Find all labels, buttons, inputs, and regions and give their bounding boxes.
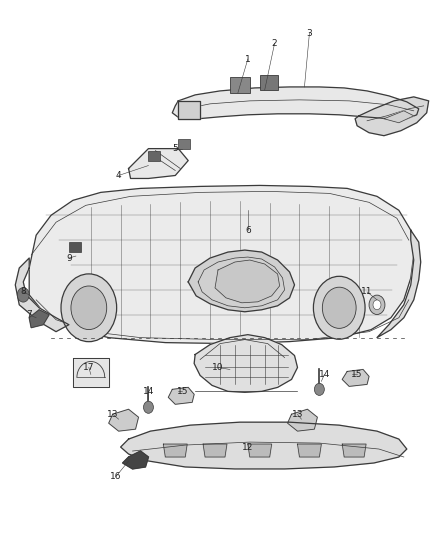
Text: 17: 17 (83, 363, 95, 372)
Circle shape (144, 401, 153, 413)
Bar (260, 75, 278, 90)
Text: 7: 7 (26, 310, 32, 319)
Circle shape (61, 274, 117, 342)
Polygon shape (120, 422, 407, 469)
Bar (148, 151, 160, 160)
Text: 1: 1 (245, 54, 251, 63)
Polygon shape (129, 149, 188, 179)
Polygon shape (342, 369, 369, 386)
Circle shape (314, 276, 365, 340)
Polygon shape (15, 258, 69, 332)
Text: 5: 5 (173, 144, 178, 153)
Polygon shape (377, 230, 421, 337)
Bar (178, 139, 190, 149)
Text: 15: 15 (177, 387, 188, 396)
Polygon shape (215, 260, 279, 303)
Text: 13: 13 (107, 410, 118, 419)
Text: 2: 2 (272, 39, 277, 47)
Polygon shape (355, 97, 429, 136)
Bar (230, 77, 250, 93)
Text: 10: 10 (212, 363, 224, 372)
Polygon shape (178, 101, 200, 119)
Text: 14: 14 (143, 387, 154, 396)
Circle shape (17, 288, 29, 302)
Text: 16: 16 (110, 472, 121, 481)
Polygon shape (172, 87, 419, 119)
Polygon shape (73, 358, 109, 387)
Polygon shape (29, 310, 49, 328)
Circle shape (369, 295, 385, 314)
Text: 15: 15 (351, 370, 363, 379)
Polygon shape (109, 409, 138, 431)
Text: 4: 4 (116, 171, 121, 180)
Circle shape (71, 286, 107, 329)
Polygon shape (168, 387, 194, 404)
Polygon shape (297, 444, 321, 457)
Circle shape (314, 383, 324, 395)
Text: 3: 3 (307, 29, 312, 38)
Text: 8: 8 (21, 287, 26, 296)
Text: 6: 6 (245, 225, 251, 235)
Text: 9: 9 (66, 254, 72, 263)
Text: 12: 12 (242, 442, 254, 451)
Text: 14: 14 (318, 370, 330, 379)
Polygon shape (288, 409, 318, 431)
Polygon shape (342, 444, 366, 457)
Polygon shape (194, 335, 297, 392)
Polygon shape (248, 444, 272, 457)
Polygon shape (29, 185, 414, 344)
Polygon shape (188, 250, 294, 312)
Polygon shape (163, 444, 187, 457)
Polygon shape (384, 111, 414, 123)
Bar (69, 242, 81, 252)
Polygon shape (123, 451, 148, 469)
Text: 11: 11 (361, 287, 373, 296)
Text: 13: 13 (292, 410, 303, 419)
Circle shape (322, 287, 356, 328)
Polygon shape (203, 444, 227, 457)
Circle shape (373, 300, 381, 310)
